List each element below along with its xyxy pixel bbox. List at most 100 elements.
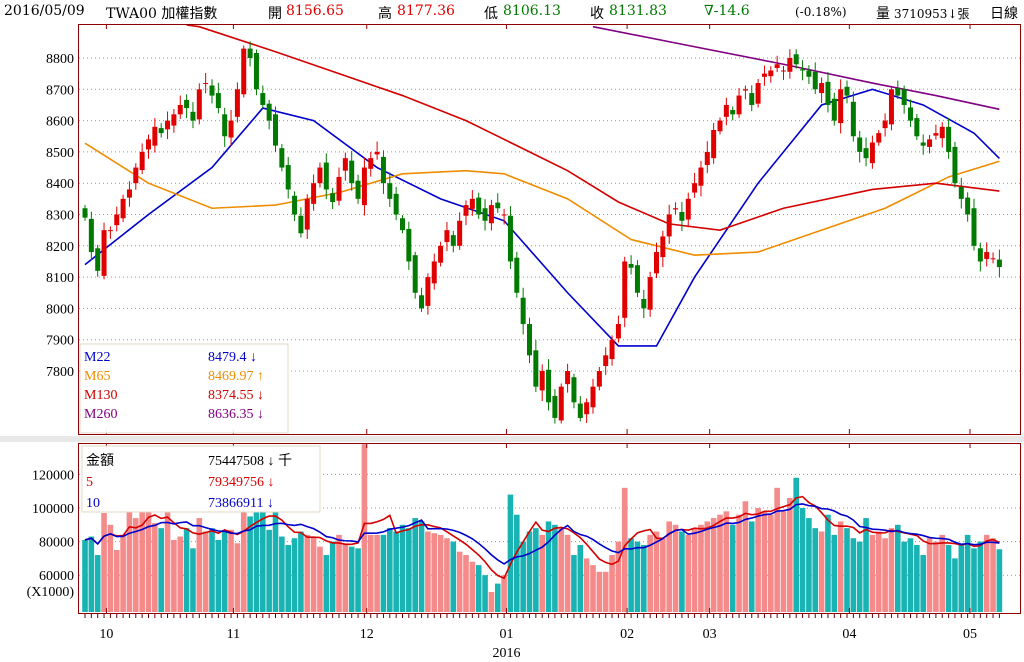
price-legend-value: 8479.4 ↓	[208, 350, 257, 365]
volume-bar	[475, 565, 482, 612]
candle	[704, 141, 710, 174]
volume-bar	[120, 534, 126, 612]
volume-bar	[780, 511, 787, 612]
volume-bar	[672, 524, 679, 612]
volume-bar	[723, 511, 730, 612]
volume-bar	[171, 539, 177, 612]
candle-body	[838, 89, 844, 124]
volume-bar	[742, 501, 749, 612]
candle	[209, 79, 215, 104]
price-tick-label: 8200	[46, 240, 74, 255]
volume-bar	[463, 555, 469, 612]
volume-bar	[355, 548, 361, 612]
candle	[920, 134, 926, 155]
candle	[228, 109, 234, 146]
candle-body	[711, 129, 717, 159]
candle-body	[927, 139, 933, 147]
candle	[539, 364, 545, 402]
candle	[450, 230, 456, 253]
volume-bar	[996, 549, 1003, 612]
candle-body	[146, 139, 151, 150]
volume-bar	[317, 546, 323, 612]
candle-body	[507, 215, 513, 262]
candle	[355, 174, 361, 204]
candle-body	[895, 88, 901, 96]
volume-bar	[748, 521, 755, 612]
candle	[215, 82, 221, 114]
volume-bar	[437, 534, 444, 612]
candle-body	[165, 120, 171, 130]
price-legend-box	[79, 343, 289, 434]
candle	[666, 204, 672, 244]
candle	[749, 85, 755, 112]
period-selector[interactable]: 日線	[990, 6, 1018, 22]
candle-body	[761, 73, 767, 77]
candle	[641, 289, 647, 319]
candle	[895, 80, 901, 100]
candle-body	[196, 89, 202, 120]
candle-body	[101, 230, 107, 276]
price-legend-name: M22	[84, 350, 110, 365]
price-tick-label: 8800	[46, 52, 74, 67]
volume-bar	[406, 528, 412, 612]
volume-bar	[691, 528, 698, 612]
candle-body	[888, 89, 894, 125]
volume-bar	[704, 521, 711, 612]
candle-body	[634, 265, 640, 293]
volume-bar	[336, 534, 342, 612]
candle	[914, 114, 920, 141]
volume-ma-5	[84, 495, 1000, 580]
volume-bar	[920, 555, 926, 612]
candle-body	[82, 208, 88, 218]
candle	[558, 383, 564, 424]
candle-body	[692, 183, 698, 193]
candle	[438, 241, 444, 267]
candle-body	[203, 83, 209, 85]
candle-body	[793, 54, 799, 65]
volume-bar	[482, 575, 488, 612]
candle-body	[977, 248, 983, 262]
candle	[660, 230, 666, 268]
candle	[482, 199, 488, 231]
volume-bar	[367, 534, 374, 612]
volume-bar	[666, 521, 672, 612]
candle-body	[577, 403, 583, 418]
change-percent: (-0.18%)	[795, 5, 847, 19]
candle-body	[857, 137, 863, 152]
volume-bar	[348, 546, 355, 612]
candle-body	[463, 205, 469, 216]
volume-bar	[520, 541, 526, 612]
candle-body	[736, 95, 742, 115]
candle-body	[317, 167, 323, 184]
candle	[825, 72, 831, 113]
candle	[317, 162, 323, 188]
candle	[673, 202, 679, 215]
candle-body	[933, 133, 939, 136]
candle-body	[476, 197, 482, 215]
candle-body	[374, 151, 380, 155]
volume-bar	[298, 531, 304, 612]
volume-bar	[113, 550, 120, 612]
volume-bar	[291, 538, 298, 612]
candle-body	[501, 214, 507, 216]
quote-header: 2016/05/09 TWA00 加權指數 開 8156.65 高 8177.3…	[0, 0, 1024, 22]
candle	[533, 340, 539, 392]
candle-body	[171, 114, 177, 126]
candle-body	[520, 297, 526, 325]
candle-body	[971, 208, 977, 246]
candle-body	[622, 261, 628, 318]
price-legend-value: 8636.35 ↓	[208, 407, 264, 422]
candle-body	[850, 101, 856, 137]
volume-bar	[133, 518, 139, 612]
candle	[184, 94, 190, 119]
candle	[292, 191, 298, 222]
candle	[488, 199, 494, 231]
candle-body	[323, 162, 329, 190]
volume-bar	[215, 539, 222, 612]
volume-bar	[323, 555, 330, 612]
volume-bar	[488, 592, 495, 612]
volume-bar	[774, 487, 780, 612]
candle-body	[330, 193, 336, 202]
candle	[336, 167, 342, 206]
volume-label: 量	[876, 6, 890, 22]
